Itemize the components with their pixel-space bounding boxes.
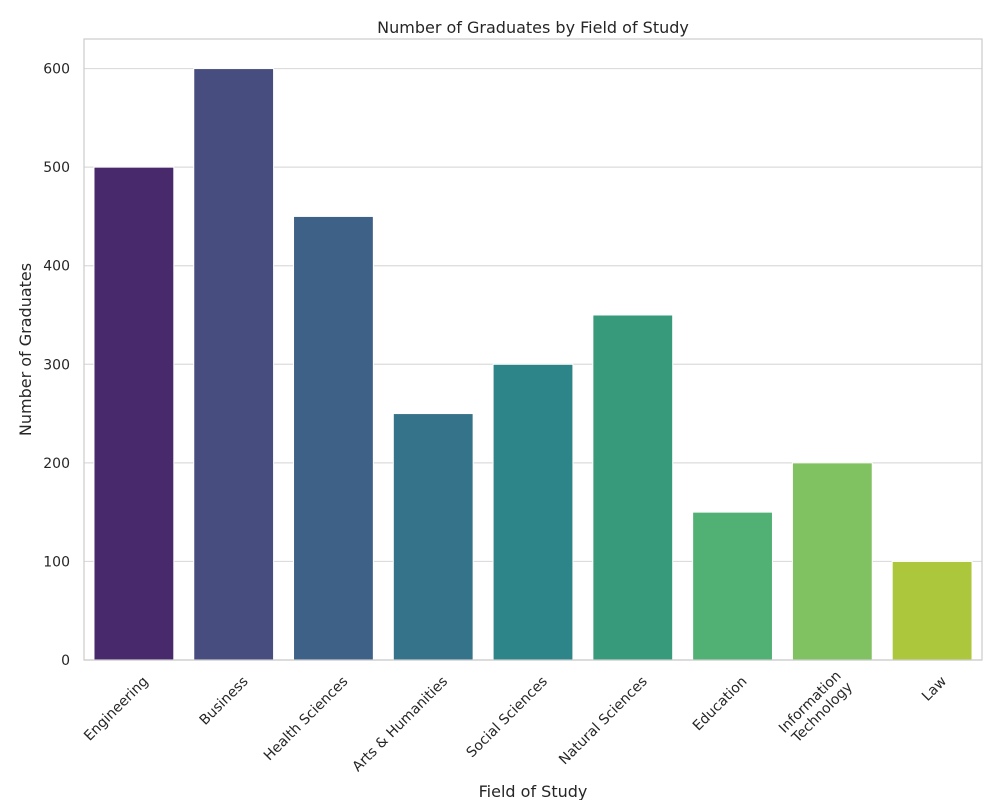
y-tick-label: 400 [43, 259, 70, 275]
bar-business [193, 68, 275, 661]
bar-education [692, 511, 773, 661]
y-tick-label: 0 [61, 653, 70, 669]
y-tick-label: 500 [43, 160, 70, 176]
y-tick-label: 600 [43, 62, 70, 78]
bar-natural-sciences [592, 314, 674, 661]
y-tick-label: 100 [43, 554, 70, 570]
y-axis-title: Number of Graduates [16, 263, 35, 436]
bar-health-sciences [293, 215, 374, 661]
x-tick-label: Law [919, 674, 950, 705]
bar-arts-humanities [392, 413, 474, 661]
bar-information-technology [791, 462, 873, 661]
chart-title: Number of Graduates by Field of Study [377, 18, 689, 37]
y-tick-labels: 0 100 200 300 400 500 600 [43, 62, 70, 669]
bar-engineering [93, 166, 175, 661]
x-tick-label: Health Sciences [261, 674, 352, 765]
x-axis-title: Field of Study [479, 782, 588, 800]
x-tick-label: Business [197, 674, 252, 729]
y-tick-label: 300 [43, 357, 70, 373]
plot-frame [83, 38, 983, 661]
x-tick-label: Engineering [81, 674, 152, 745]
x-tick-label: Social Sciences [464, 674, 551, 761]
x-tick-label: InformationTechnology [776, 668, 856, 748]
x-tick-label: Natural Sciences [556, 674, 651, 769]
y-tick-label: 200 [43, 456, 70, 472]
bars [93, 68, 973, 661]
bar-law [891, 560, 973, 661]
x-tick-label: Arts & Humanities [350, 674, 452, 776]
x-tick-label: Education [690, 674, 751, 735]
bar-social-sciences [492, 363, 574, 661]
